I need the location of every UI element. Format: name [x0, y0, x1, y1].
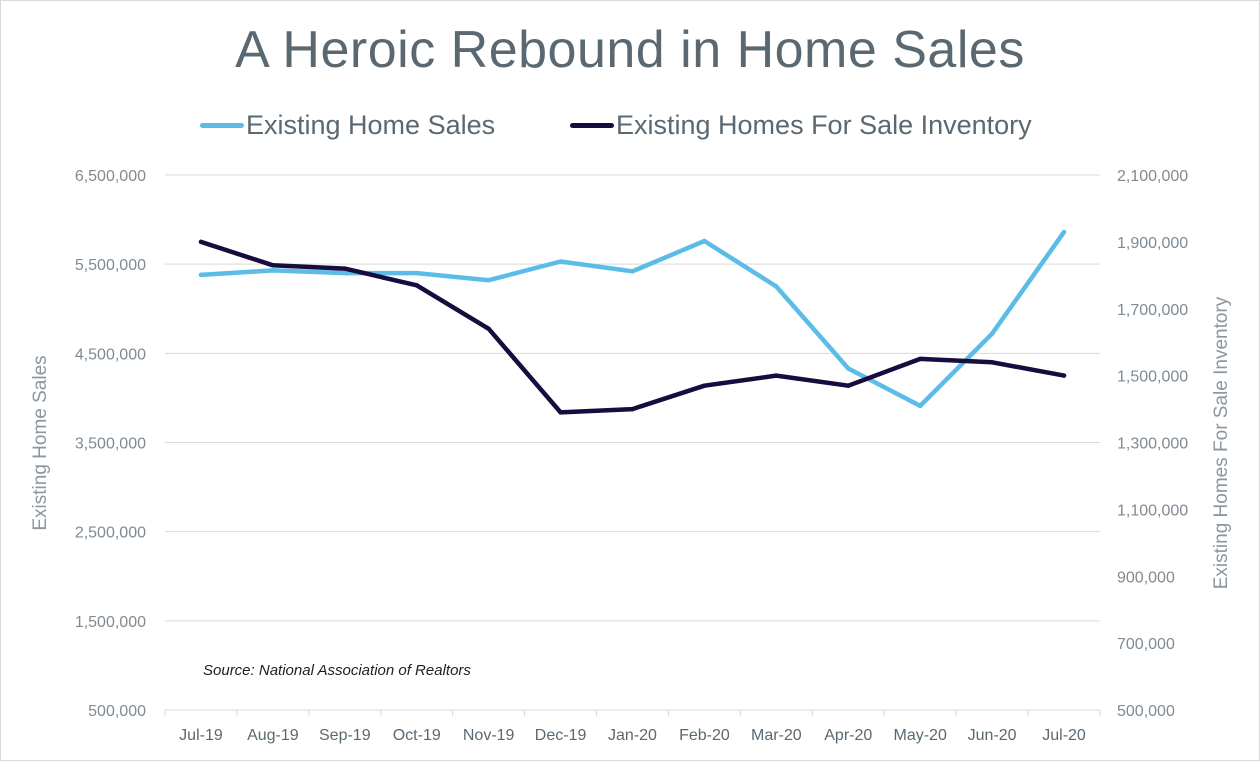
x-axis: Jul-19 Aug-19 Sep-19 Oct-19 Nov-19 Dec-19 Jan-… [164, 709, 1101, 744]
legend-item-sales: Existing Home Sales [200, 110, 495, 141]
data-point-sales [558, 259, 563, 264]
source-note: Source: National Association of Realtors [203, 662, 471, 679]
x-tick-label: Oct-19 [393, 727, 441, 744]
data-point-inventory [702, 383, 707, 388]
left-axis-ticks: 6,500,000 5,500,000 4,500,000 3,500,000 2,50… [75, 168, 146, 720]
data-point-inventory [486, 326, 491, 332]
x-tick-label: Feb-20 [679, 727, 730, 744]
data-point-sales [414, 270, 419, 276]
data-point-sales [342, 270, 348, 276]
left-tick-label: 6,500,000 [75, 168, 146, 185]
right-axis-ticks: 2,100,000 1,900,000 1,700,000 1,500,000 1,30… [1117, 168, 1188, 720]
data-point-inventory [1061, 373, 1067, 378]
data-point-sales [774, 284, 779, 289]
series-line-existing-home-sales [198, 229, 1067, 409]
data-point-inventory [917, 356, 923, 362]
right-tick-label: 1,900,000 [1117, 235, 1188, 252]
data-point-inventory [414, 283, 419, 288]
chart-legend: Existing Home Sales Existing Homes For S… [0, 110, 1260, 146]
data-point-sales [917, 403, 923, 409]
data-point-sales [198, 272, 204, 278]
left-tick-label: 5,500,000 [75, 257, 146, 274]
x-tick-label: Apr-20 [824, 727, 872, 744]
right-tick-label: 2,100,000 [1117, 168, 1188, 185]
x-tick-label: Jul-20 [1042, 727, 1086, 744]
left-tick-label: 500,000 [88, 703, 146, 720]
right-tick-label: 700,000 [1117, 636, 1175, 653]
legend-swatch-inventory [570, 123, 614, 128]
series-line-inventory [198, 239, 1067, 415]
right-tick-label: 1,300,000 [1117, 436, 1188, 453]
right-tick-label: 900,000 [1117, 569, 1175, 586]
right-axis-title: Existing Homes For Sale Inventory [1211, 296, 1232, 589]
legend-label-sales: Existing Home Sales [246, 110, 496, 140]
x-tick-label: May-20 [894, 727, 947, 744]
x-tick-label: Jul-19 [179, 727, 223, 744]
left-axis-title: Existing Home Sales [30, 355, 51, 530]
x-tick-label: Aug-19 [247, 727, 299, 744]
left-tick-label: 4,500,000 [75, 346, 146, 363]
x-tick-label: Mar-20 [751, 727, 802, 744]
right-tick-label: 1,700,000 [1117, 302, 1188, 319]
data-point-inventory [558, 410, 563, 415]
data-point-sales [1061, 229, 1067, 235]
data-point-sales [989, 331, 995, 336]
x-tick-label: Nov-19 [463, 727, 515, 744]
left-tick-label: 1,500,000 [75, 614, 146, 631]
data-point-sales [702, 238, 707, 244]
right-tick-label: 1,100,000 [1117, 502, 1188, 519]
gridlines [165, 174, 1100, 622]
x-tick-label: Jan-20 [608, 727, 657, 744]
left-tick-label: 3,500,000 [75, 436, 146, 453]
x-tick-label: Sep-19 [319, 727, 371, 744]
right-tick-label: 1,500,000 [1117, 369, 1188, 386]
chart-title: A Heroic Rebound in Home Sales [235, 21, 1025, 79]
series-lines [198, 229, 1067, 415]
data-point-sales [846, 366, 851, 371]
data-point-sales [270, 268, 276, 273]
data-point-sales [486, 278, 491, 283]
data-point-inventory [270, 263, 276, 268]
x-tick-label: Dec-19 [535, 727, 587, 744]
data-point-inventory [774, 373, 779, 378]
data-point-inventory [846, 383, 851, 388]
legend-label-inventory: Existing Homes For Sale Inventory [616, 110, 1032, 140]
x-tick-label: Jun-20 [968, 727, 1017, 744]
data-point-inventory [989, 360, 995, 365]
data-point-inventory [630, 406, 635, 412]
left-tick-label: 2,500,000 [75, 525, 146, 542]
right-tick-label: 500,000 [1117, 703, 1175, 720]
legend-swatch-sales [200, 123, 244, 128]
data-point-inventory [342, 266, 348, 271]
legend-item-inventory: Existing Homes For Sale Inventory [570, 110, 1032, 141]
data-point-inventory [198, 239, 204, 245]
data-point-sales [630, 269, 635, 274]
